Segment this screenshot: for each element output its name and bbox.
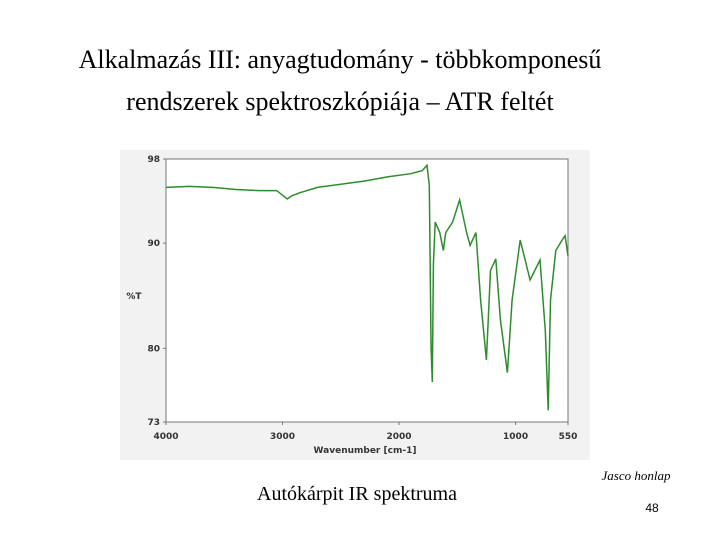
x-tick-label: 2000 <box>387 432 412 442</box>
y-tick-label: 80 <box>147 344 160 354</box>
slide-title: rendszerek spektroszkópiája – ATR feltét <box>126 87 554 116</box>
x-axis-label: Wavenumber [cm-1] <box>314 446 417 456</box>
y-tick-label: 98 <box>147 155 160 165</box>
plot: 73 80 90 98 4000 3000 2000 1000 550 Wavenumber [c… <box>126 155 577 456</box>
x-tick-label: 3000 <box>270 432 295 442</box>
spectrum-line <box>165 163 569 411</box>
x-tick-label: 4000 <box>153 432 178 442</box>
x-tick-label: 550 <box>559 432 578 442</box>
page-number: 48 <box>645 501 659 515</box>
slide-title: Alkalmazás III: anyagtudomány - többkomp… <box>79 45 602 74</box>
y-tick-label: 90 <box>147 239 160 249</box>
x-tick-label: 1000 <box>503 432 528 442</box>
plot-area <box>165 158 569 423</box>
y-axis-label: %T <box>126 292 142 302</box>
y-tick-label: 73 <box>147 418 160 428</box>
source: Jasco honlap <box>602 468 671 483</box>
caption: Autókárpit IR spektruma <box>257 483 457 505</box>
